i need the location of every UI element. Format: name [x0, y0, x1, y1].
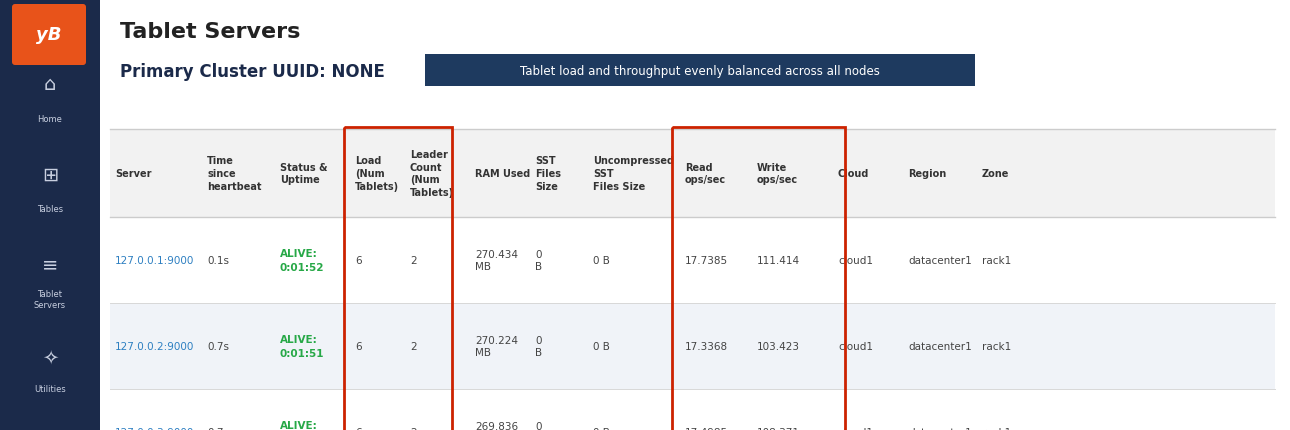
Text: rack1: rack1: [982, 427, 1011, 430]
Text: 2: 2: [410, 427, 417, 430]
Text: 0
B: 0 B: [535, 421, 542, 430]
Text: rack1: rack1: [982, 255, 1011, 265]
Text: Read
ops/sec: Read ops/sec: [685, 162, 726, 185]
Text: Primary Cluster UUID: NONE: Primary Cluster UUID: NONE: [120, 63, 384, 81]
Bar: [110, 389, 1275, 430]
Text: Status &
Uptime: Status & Uptime: [280, 162, 328, 185]
Text: 127.0.0.3:9000: 127.0.0.3:9000: [115, 427, 195, 430]
Text: ✧: ✧: [41, 348, 58, 367]
Text: 270.434
MB: 270.434 MB: [475, 249, 519, 272]
Text: 111.414: 111.414: [757, 255, 800, 265]
Bar: [110, 303, 1275, 389]
Text: Tablet Servers: Tablet Servers: [120, 22, 301, 42]
Text: 2: 2: [410, 341, 417, 351]
Bar: [110, 218, 1275, 303]
Text: 127.0.0.2:9000: 127.0.0.2:9000: [115, 341, 195, 351]
FancyBboxPatch shape: [12, 5, 86, 66]
Bar: [344, 128, 451, 430]
Text: datacenter1: datacenter1: [908, 255, 971, 265]
Bar: [672, 128, 845, 430]
Text: 0.7s: 0.7s: [206, 427, 230, 430]
Text: 2: 2: [410, 255, 417, 265]
Text: 17.7385: 17.7385: [685, 255, 728, 265]
Text: ≡: ≡: [41, 255, 58, 274]
Text: 0 B: 0 B: [593, 341, 610, 351]
Text: yB: yB: [36, 26, 62, 44]
Text: Tablet
Servers: Tablet Servers: [34, 290, 66, 309]
Text: 0:01:51: 0:01:51: [280, 348, 325, 358]
Text: ALIVE:: ALIVE:: [280, 334, 317, 344]
Text: Leader
Count
(Num
Tablets): Leader Count (Num Tablets): [410, 150, 454, 198]
Text: Zone: Zone: [982, 169, 1009, 178]
Text: datacenter1: datacenter1: [908, 427, 971, 430]
Text: SST
Files
Size: SST Files Size: [535, 156, 561, 191]
Text: RAM Used: RAM Used: [475, 169, 530, 178]
Text: cloud1: cloud1: [838, 427, 873, 430]
Text: 17.4985: 17.4985: [685, 427, 728, 430]
Text: 0 B: 0 B: [593, 255, 610, 265]
Text: Tablet load and throughput evenly balanced across all nodes: Tablet load and throughput evenly balanc…: [520, 64, 880, 77]
Text: 0 B: 0 B: [593, 427, 610, 430]
Text: Region: Region: [908, 169, 947, 178]
Text: Utilities: Utilities: [34, 384, 66, 393]
Text: 0:01:52: 0:01:52: [280, 262, 325, 272]
Text: 108.371: 108.371: [757, 427, 800, 430]
Text: 17.3368: 17.3368: [685, 341, 728, 351]
Text: rack1: rack1: [982, 341, 1011, 351]
Text: datacenter1: datacenter1: [908, 341, 971, 351]
Text: Time
since
heartbeat: Time since heartbeat: [206, 156, 262, 191]
Text: cloud1: cloud1: [838, 255, 873, 265]
Text: Uncompressed
SST
Files Size: Uncompressed SST Files Size: [593, 156, 673, 191]
Text: 0
B: 0 B: [535, 335, 542, 357]
Text: Write
ops/sec: Write ops/sec: [757, 162, 799, 185]
Text: ⌂: ⌂: [44, 75, 57, 94]
Bar: [110, 130, 1275, 218]
Text: ⊞: ⊞: [41, 165, 58, 184]
Text: Tables: Tables: [37, 205, 63, 214]
Text: 6: 6: [355, 341, 361, 351]
Text: 127.0.0.1:9000: 127.0.0.1:9000: [115, 255, 195, 265]
Text: 103.423: 103.423: [757, 341, 800, 351]
Text: 6: 6: [355, 255, 361, 265]
Text: Home: Home: [37, 115, 62, 124]
Bar: [424, 55, 975, 87]
Text: 269.836
MB: 269.836 MB: [475, 421, 519, 430]
Text: Cloud: Cloud: [838, 169, 869, 178]
Bar: [0, 0, 101, 430]
Text: Server: Server: [115, 169, 151, 178]
Text: Load
(Num
Tablets): Load (Num Tablets): [355, 156, 399, 191]
Text: 0.7s: 0.7s: [206, 341, 230, 351]
Text: 270.224
MB: 270.224 MB: [475, 335, 519, 357]
Text: cloud1: cloud1: [838, 341, 873, 351]
Text: 0
B: 0 B: [535, 249, 542, 272]
Text: 6: 6: [355, 427, 361, 430]
Text: 0.1s: 0.1s: [206, 255, 230, 265]
Text: ALIVE:: ALIVE:: [280, 420, 317, 430]
Text: ALIVE:: ALIVE:: [280, 249, 317, 258]
